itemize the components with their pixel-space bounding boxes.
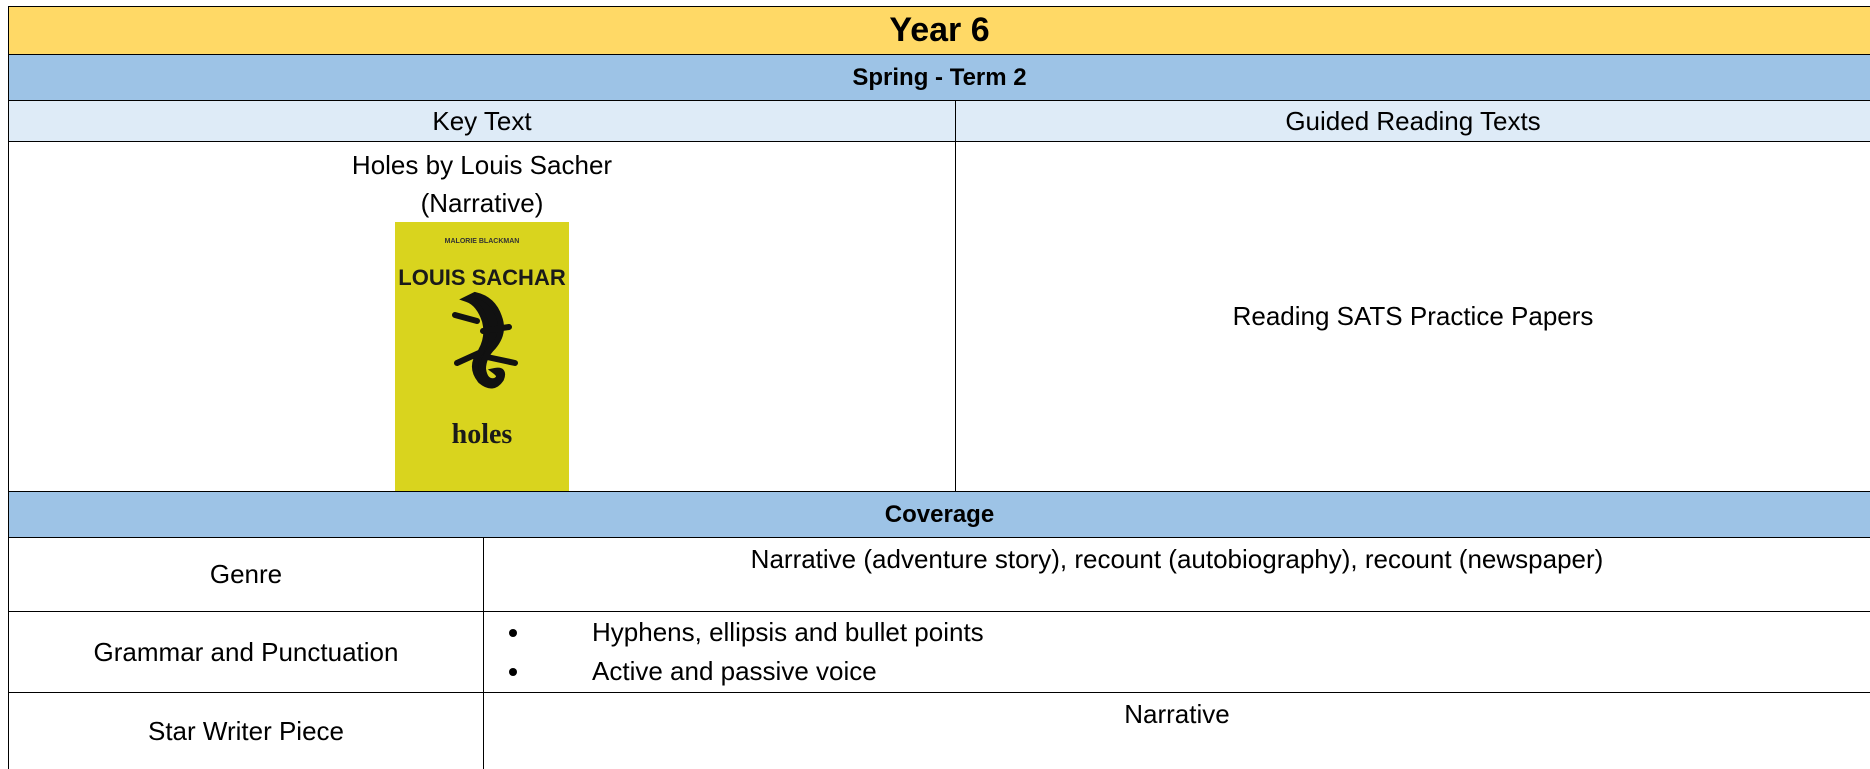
guided-reading-cell: Reading SATS Practice Papers: [955, 141, 1870, 491]
bullet-list: Hyphens, ellipsis and bullet points Acti…: [484, 613, 1870, 691]
year-title: Year 6: [8, 6, 1870, 54]
row-content: Narrative (adventure story), recount (au…: [483, 537, 1870, 611]
key-text-cell: Holes by Louis Sacher (Narrative) MALORI…: [8, 141, 955, 491]
row-content: Hyphens, ellipsis and bullet points Acti…: [483, 611, 1870, 692]
row-label: Grammar and Punctuation: [8, 611, 483, 692]
book-genre: (Narrative): [420, 188, 544, 218]
cover-author: LOUIS SACHAR: [398, 265, 566, 290]
column-header: Guided Reading Texts: [955, 100, 1870, 141]
row-label: Star Writer Piece: [8, 692, 483, 769]
bullet-item: Active and passive voice: [532, 652, 1870, 691]
cover-title: holes: [451, 419, 513, 450]
lizard-icon: [452, 291, 518, 389]
row-content: Narrative: [483, 692, 1870, 769]
coverage-title: Coverage: [8, 491, 1870, 537]
bullet-item: Hyphens, ellipsis and bullet points: [532, 613, 1870, 652]
book-title: Holes by Louis Sacher: [351, 150, 613, 180]
book-cover: MALORIE BLACKMAN LOUIS SACHAR holes: [395, 222, 569, 491]
term-title: Spring - Term 2: [8, 54, 1870, 100]
column-header: Key Text: [8, 100, 955, 141]
row-label: Genre: [8, 537, 483, 611]
cover-quote: MALORIE BLACKMAN: [444, 238, 520, 245]
